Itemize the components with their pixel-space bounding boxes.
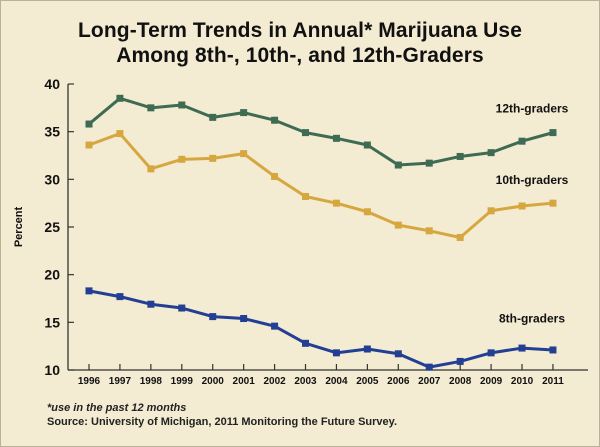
x-tick-label: 2011 xyxy=(542,376,564,387)
data-point-12th-graders xyxy=(332,134,340,142)
data-point-12th-graders xyxy=(394,161,402,169)
line-chart: 10 15 20 25 30 35 40 Percent 1996 1997 1998 1999 200… xyxy=(13,76,588,387)
footnotes: *use in the past 12 months Source: Unive… xyxy=(47,401,397,429)
x-tick-label: 2008 xyxy=(449,376,472,387)
x-tick-label: 1999 xyxy=(171,376,194,387)
data-point-12th-graders xyxy=(147,104,155,112)
series-line-8th-graders xyxy=(88,289,554,369)
data-point-10th-graders xyxy=(549,199,557,207)
data-point-12th-graders xyxy=(456,152,464,160)
data-point-8th-graders xyxy=(549,346,557,354)
series-label-8th-graders: 8th-graders xyxy=(499,311,565,325)
series-line-12th-graders xyxy=(88,96,554,167)
x-tick-label: 2010 xyxy=(511,376,534,387)
data-point-12th-graders xyxy=(116,94,124,102)
data-point-10th-graders xyxy=(332,199,340,207)
series-label-10th-graders: 10th-graders xyxy=(496,173,569,187)
y-axis-label: Percent xyxy=(13,206,25,247)
data-point-8th-graders xyxy=(363,345,371,353)
y-tick-label: 20 xyxy=(44,267,60,283)
footnote-source: Source: University of Michigan, 2011 Mon… xyxy=(47,416,398,428)
x-tick-label: 2003 xyxy=(294,376,317,387)
data-point-8th-graders xyxy=(394,350,402,358)
y-tick-label: 10 xyxy=(44,362,60,378)
series-labels: 12th-graders 10th-graders 8th-graders xyxy=(496,102,569,326)
data-point-8th-graders xyxy=(487,349,495,357)
axes: 10 15 20 25 30 35 40 Percent 1996 1997 1998 1999 200… xyxy=(13,76,588,387)
chart-title: Long-Term Trends in Annual* Marijuana Us… xyxy=(0,18,600,68)
data-point-8th-graders xyxy=(116,293,124,301)
data-point-10th-graders xyxy=(456,233,464,241)
data-point-10th-graders xyxy=(363,208,371,216)
y-tick-label: 25 xyxy=(44,219,60,235)
data-point-10th-graders xyxy=(518,202,526,210)
series-line-10th-graders xyxy=(88,132,554,239)
data-point-10th-graders xyxy=(209,154,217,162)
data-point-8th-graders xyxy=(456,357,464,365)
x-tick-label: 2004 xyxy=(325,376,348,387)
x-tick-label: 2007 xyxy=(418,376,441,387)
data-point-12th-graders xyxy=(209,113,217,121)
x-tick-label: 2006 xyxy=(387,376,410,387)
data-point-8th-graders xyxy=(302,339,310,347)
x-tick-label: 2000 xyxy=(202,376,225,387)
data-point-10th-graders xyxy=(178,155,186,163)
series-lines xyxy=(85,94,557,371)
data-point-8th-graders xyxy=(147,300,155,308)
data-point-10th-graders xyxy=(394,221,402,229)
y-tick-label: 35 xyxy=(44,124,60,140)
data-point-10th-graders xyxy=(147,165,155,173)
data-point-8th-graders xyxy=(178,304,186,312)
data-point-10th-graders xyxy=(302,192,310,200)
footnote-note: *use in the past 12 months xyxy=(47,402,187,414)
data-point-12th-graders xyxy=(178,101,186,109)
x-tick-label: 2002 xyxy=(263,376,286,387)
y-tick-label: 40 xyxy=(44,76,60,92)
data-point-12th-graders xyxy=(549,129,557,137)
data-point-12th-graders xyxy=(425,159,433,167)
data-point-10th-graders xyxy=(240,150,248,158)
data-point-10th-graders xyxy=(116,130,124,138)
data-point-10th-graders xyxy=(487,207,495,215)
y-tick-label: 15 xyxy=(44,314,60,330)
y-tick-label: 30 xyxy=(44,171,60,187)
x-tick-label: 2005 xyxy=(356,376,379,387)
data-point-12th-graders xyxy=(363,141,371,149)
x-tick-label: 1996 xyxy=(78,376,101,387)
data-point-10th-graders xyxy=(85,141,93,149)
data-point-10th-graders xyxy=(271,172,279,180)
data-point-12th-graders xyxy=(271,116,279,124)
x-tick-label: 1998 xyxy=(140,376,163,387)
data-point-8th-graders xyxy=(271,322,279,330)
chart-title-line-2: Among 8th-, 10th-, and 12th-Graders xyxy=(116,44,484,67)
x-tick-label: 2001 xyxy=(233,376,256,387)
data-point-8th-graders xyxy=(85,287,93,295)
x-tick-label: 2009 xyxy=(480,376,503,387)
data-point-8th-graders xyxy=(240,315,248,323)
data-point-8th-graders xyxy=(332,349,340,357)
data-point-12th-graders xyxy=(518,137,526,145)
data-point-10th-graders xyxy=(425,227,433,235)
series-label-12th-graders: 12th-graders xyxy=(496,102,569,116)
data-point-12th-graders xyxy=(240,109,248,117)
data-point-12th-graders xyxy=(487,149,495,157)
data-point-8th-graders xyxy=(518,344,526,352)
data-point-12th-graders xyxy=(302,129,310,137)
data-point-12th-graders xyxy=(85,120,93,128)
data-point-8th-graders xyxy=(209,313,217,321)
x-tick-label: 1997 xyxy=(109,376,132,387)
data-point-8th-graders xyxy=(425,363,433,371)
chart-title-line-1: Long-Term Trends in Annual* Marijuana Us… xyxy=(78,19,522,42)
